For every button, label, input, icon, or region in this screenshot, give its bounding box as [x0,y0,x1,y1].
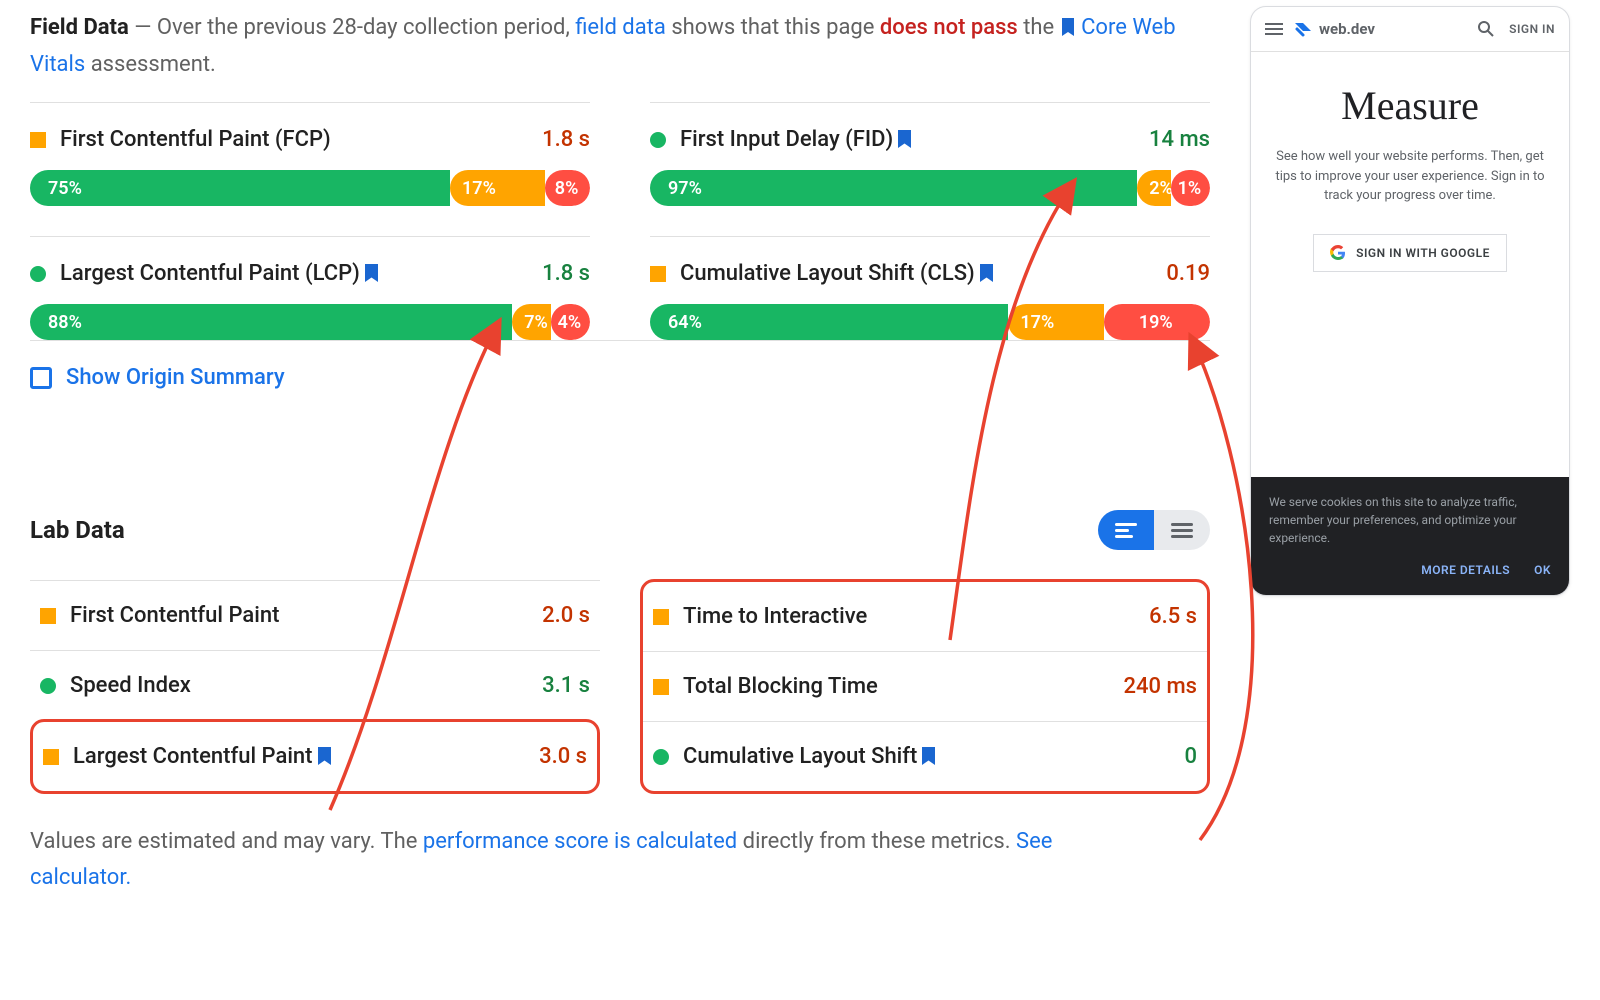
metric-name: Cumulative Layout Shift (CLS) [680,261,994,286]
metric-value: 1.8 s [542,261,590,286]
distribution-bar: 64% 17% 19% [650,304,1210,340]
distribution-bar: 88% 7% 4% [30,304,590,340]
field-data-link[interactable]: field data [575,15,666,40]
field-data-title: Field Data [30,15,129,40]
field-data-header: Field Data — Over the previous 28-day co… [30,10,1210,82]
field-metrics-grid: First Contentful Paint (FCP) 1.8 s 75% 1… [30,102,1210,340]
lab-metric-name: Time to Interactive [683,604,867,629]
lab-metric-name: First Contentful Paint [70,603,279,628]
perf-score-link[interactable]: performance score is calculated [423,829,737,854]
brand-logo[interactable]: web.dev [1293,19,1375,39]
footer-note: Values are estimated and may vary. The p… [30,824,1110,894]
measure-description: See how well your website performs. Then… [1271,147,1549,206]
view-toggle[interactable] [1098,510,1210,550]
lab-metric-name: Largest Contentful Paint [73,744,332,769]
lab-metric-row: Total Blocking Time 240 ms [643,651,1207,721]
google-icon [1330,245,1346,261]
lab-metric-value: 6.5 s [1149,604,1197,629]
status-square-icon [650,266,666,282]
lab-metric-value: 3.0 s [539,744,587,769]
lab-metric-value: 240 ms [1124,674,1197,699]
field-metric: First Contentful Paint (FCP) 1.8 s 75% 1… [30,102,590,206]
toggle-left-button[interactable] [1098,510,1154,550]
lab-metric-value: 3.1 s [542,673,590,698]
highlighted-group: Largest Contentful Paint 3.0 s [30,719,600,794]
field-metric: First Input Delay (FID) 14 ms 97% 2% 1% [650,102,1210,206]
lab-metric-value: 2.0 s [542,603,590,628]
status-circle-icon [653,749,669,765]
field-metric: Largest Contentful Paint (LCP) 1.8 s 88%… [30,236,590,340]
metric-title: Cumulative Layout Shift (CLS) [650,261,994,286]
distribution-bar: 75% 17% 8% [30,170,590,206]
measure-heading: Measure [1271,82,1549,129]
status-square-icon [30,132,46,148]
metric-name: First Input Delay (FID) [680,127,912,152]
signin-link[interactable]: SIGN IN [1509,22,1555,36]
status-square-icon [653,679,669,695]
metric-name: First Contentful Paint (FCP) [60,127,331,152]
lab-metric-row: First Contentful Paint 2.0 s [30,580,600,650]
mobile-preview: web.dev SIGN IN Measure See how well you… [1250,6,1570,596]
checkbox-icon[interactable] [30,367,52,389]
metric-title: Largest Contentful Paint (LCP) [30,261,379,286]
lab-metric-name: Cumulative Layout Shift [683,744,936,769]
lab-metrics-grid: First Contentful Paint 2.0 s Speed Index… [30,580,1210,794]
lab-metric-name: Total Blocking Time [683,674,878,699]
status-circle-icon [40,678,56,694]
status-circle-icon [30,266,46,282]
metric-value: 0.19 [1166,261,1210,286]
more-details-button[interactable]: MORE DETAILS [1421,561,1510,579]
ok-button[interactable]: OK [1534,561,1551,579]
metric-title: First Contentful Paint (FCP) [30,127,331,152]
fail-text: does not pass [880,15,1018,40]
distribution-bar: 97% 2% 1% [650,170,1210,206]
lab-metric-row: Cumulative Layout Shift 0 [643,721,1207,791]
status-square-icon [43,749,59,765]
status-square-icon [653,609,669,625]
cookie-banner: We serve cookies on this site to analyze… [1251,477,1569,595]
metric-value: 14 ms [1149,127,1210,152]
google-signin-button[interactable]: SIGN IN WITH GOOGLE [1313,234,1507,272]
origin-summary-label[interactable]: Show Origin Summary [66,365,285,390]
bookmark-icon [1060,12,1076,47]
toggle-right-button[interactable] [1154,510,1210,550]
lab-metric-name: Speed Index [70,673,191,698]
highlighted-group: Time to Interactive 6.5 s Total Blocking… [640,579,1210,794]
metric-value: 1.8 s [542,127,590,152]
lab-metric-row: Largest Contentful Paint 3.0 s [33,722,597,791]
lab-metric-value: 0 [1184,744,1197,769]
status-square-icon [40,608,56,624]
hamburger-icon[interactable] [1265,23,1283,35]
origin-summary-row[interactable]: Show Origin Summary [30,340,1210,390]
lab-metric-row: Time to Interactive 6.5 s [643,582,1207,651]
status-circle-icon [650,132,666,148]
metric-title: First Input Delay (FID) [650,127,912,152]
field-metric: Cumulative Layout Shift (CLS) 0.19 64% 1… [650,236,1210,340]
lab-metric-row: Speed Index 3.1 s [30,650,600,720]
metric-name: Largest Contentful Paint (LCP) [60,261,379,286]
cookie-text: We serve cookies on this site to analyze… [1269,493,1551,547]
lab-data-title: Lab Data [30,516,125,544]
search-icon[interactable] [1477,20,1495,38]
